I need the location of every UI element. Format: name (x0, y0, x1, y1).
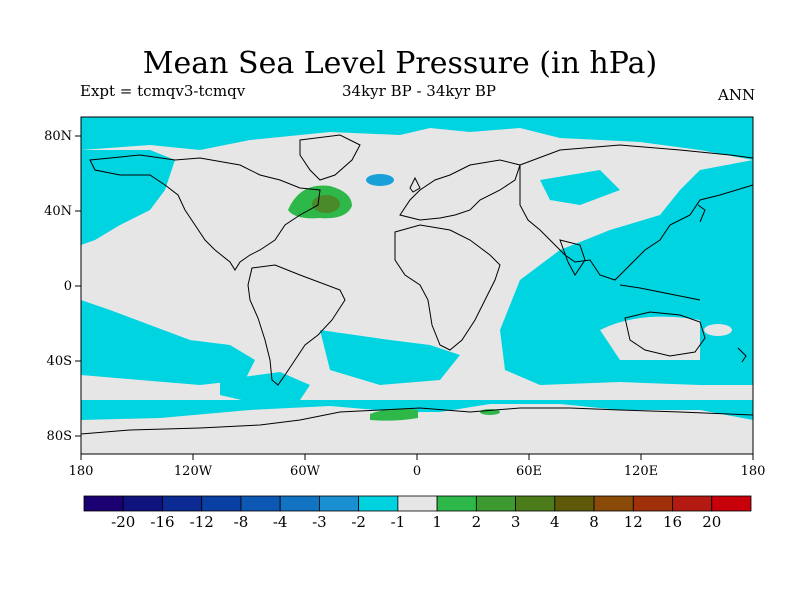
colorbar-label: 4 (550, 513, 560, 531)
colorbar-swatch (632, 495, 673, 512)
colorbar-swatch (83, 495, 124, 512)
colorbar-swatch (711, 495, 752, 512)
coast-australia (624, 311, 706, 357)
experiment-label: Expt = tcmqv3-tcmqv (80, 82, 246, 100)
colorbar-label: 3 (511, 513, 521, 531)
south-pacific-region (81, 300, 255, 385)
coast-asia (519, 144, 753, 281)
lon-tick-label: 0 (413, 464, 421, 479)
colorbar-label: -8 (234, 513, 249, 531)
colorbar-label: -2 (351, 513, 366, 531)
colorbar-swatch (201, 495, 242, 512)
coast-europe (399, 159, 521, 221)
lon-tick-label: 180 (69, 464, 94, 479)
lat-tick-label: 40S (47, 354, 72, 369)
lon-tick-label: 60E (516, 464, 542, 479)
neutral-patches (600, 316, 732, 360)
coast-new-zealand (737, 347, 747, 363)
period-label: 34kyr BP - 34kyr BP (342, 82, 497, 100)
map-area (81, 117, 753, 454)
colorbar-swatch (162, 495, 203, 512)
colorbar-swatch (475, 495, 516, 512)
lon-tick-label: 120W (174, 464, 213, 479)
colorbar: -20 -16 -12 -8 -4 -3 -2 -1 1 2 3 4 8 12 16 20 (83, 495, 752, 531)
nw-atlantic-high-core (312, 195, 340, 213)
southern-ocean-west (220, 372, 310, 402)
colorbar-swatch (554, 495, 595, 512)
coast-south-america (247, 264, 346, 386)
lat-tick-label: 40N (44, 204, 72, 219)
colorbar-label: 20 (702, 513, 721, 531)
colorbar-swatch (122, 495, 163, 512)
coast-indonesia (619, 284, 701, 301)
colorbar-label: 2 (472, 513, 482, 531)
colorbar-label: -20 (111, 513, 135, 531)
colorbar-label: 16 (663, 513, 682, 531)
lon-tick-label: 60W (290, 464, 321, 479)
colorbar-swatch (319, 495, 360, 512)
lat-axis: 80N 40N 0 40S 80S (44, 129, 81, 444)
colorbar-label: -3 (312, 513, 327, 531)
colorbar-label: 12 (624, 513, 643, 531)
plot-title: Mean Sea Level Pressure (in hPa) (142, 46, 658, 81)
antarctic-high-west (370, 408, 418, 421)
arctic-band (81, 117, 753, 160)
colorbar-swatch (515, 495, 556, 512)
lat-tick-label: 80S (47, 429, 72, 444)
colorbar-swatch (436, 495, 477, 512)
north-atlantic-low (366, 174, 394, 186)
lon-tick-label: 120E (624, 464, 658, 479)
lon-tick-label: 180 (741, 464, 766, 479)
season-label: ANN (718, 86, 756, 104)
south-atlantic-region (320, 330, 460, 385)
coast-japan (697, 204, 706, 223)
coast-africa (394, 224, 501, 351)
colorbar-swatch (358, 495, 399, 512)
colorbar-label: -1 (391, 513, 406, 531)
colorbar-label: -4 (273, 513, 288, 531)
colorbar-swatch (593, 495, 634, 512)
colorbar-label: -12 (190, 513, 214, 531)
coast-india (559, 239, 586, 276)
colorbar-label: 1 (432, 513, 442, 531)
east-atlantic-region (540, 170, 620, 205)
coast-greenland (299, 134, 361, 181)
colorbar-label: 8 (589, 513, 599, 531)
coast-north-america (89, 154, 321, 271)
colorbar-label: -16 (150, 513, 174, 531)
lon-axis: 180 120W 60W 0 60E 120E 180 (69, 454, 766, 479)
coast-antarctica (81, 407, 753, 435)
north-pacific-region (81, 150, 175, 245)
lat-tick-label: 0 (64, 279, 72, 294)
coast-britain (409, 176, 421, 193)
colorbar-swatch (279, 495, 320, 512)
coastlines (81, 134, 753, 435)
colorbar-swatch (240, 495, 281, 512)
colorbar-swatch (397, 495, 438, 512)
colorbar-swatch (672, 495, 713, 512)
lat-tick-label: 80N (44, 129, 72, 144)
